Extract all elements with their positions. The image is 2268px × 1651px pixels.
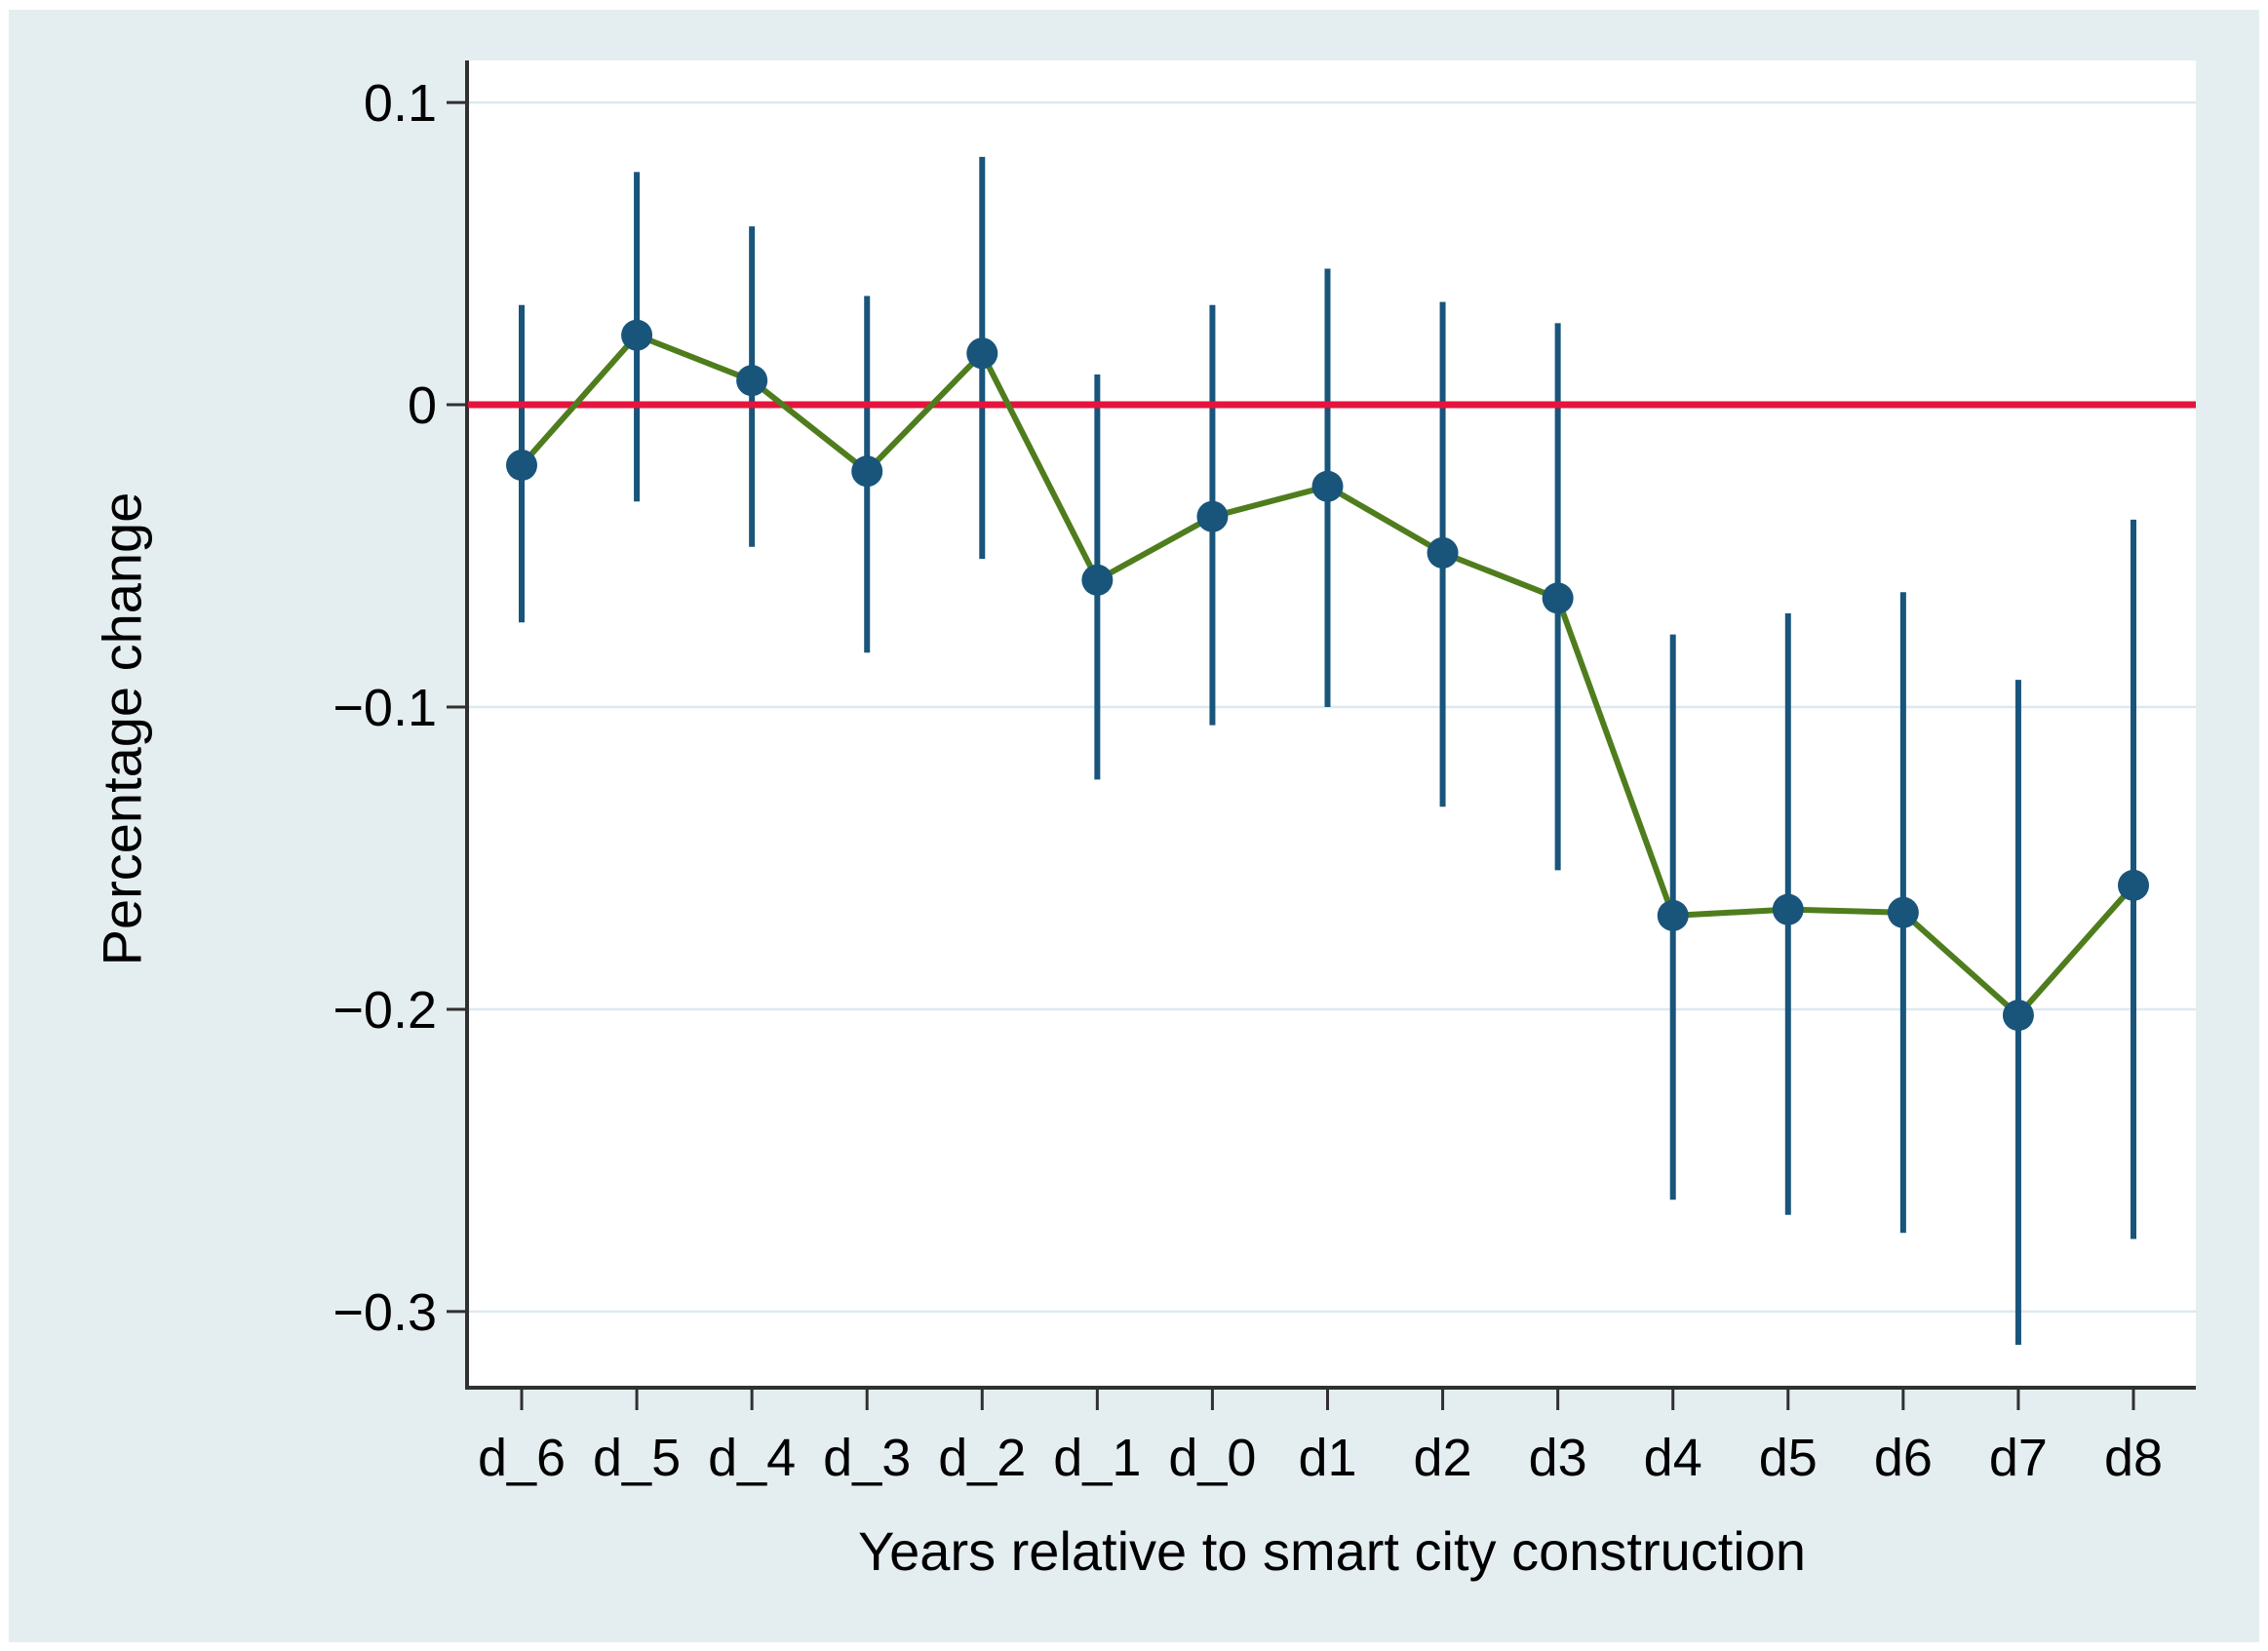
x-tick-label: d_6 xyxy=(478,1429,566,1487)
y-tick-label: −0.3 xyxy=(332,1283,437,1342)
x-tick-label: d_3 xyxy=(823,1429,911,1487)
data-point-d7 xyxy=(2002,1000,2034,1032)
data-point-d5 xyxy=(1772,893,1804,925)
x-tick-label: d3 xyxy=(1529,1429,1587,1487)
data-point-d3 xyxy=(1542,582,1574,614)
x-tick-label: d2 xyxy=(1414,1429,1472,1487)
y-tick-label: −0.2 xyxy=(332,981,437,1040)
data-point-d6 xyxy=(1887,896,1919,928)
data-point-d_5 xyxy=(621,319,653,351)
data-point-d8 xyxy=(2118,869,2149,901)
data-point-d_0 xyxy=(1196,500,1229,532)
data-point-d_2 xyxy=(966,337,998,370)
data-point-d2 xyxy=(1427,536,1459,569)
data-point-d_4 xyxy=(736,365,768,397)
y-tick-label: 0.1 xyxy=(364,74,437,133)
x-axis-title: Years relative to smart city constructio… xyxy=(857,1520,1807,1582)
y-tick-label: −0.1 xyxy=(332,679,437,737)
x-tick-label: d5 xyxy=(1759,1429,1818,1487)
x-tick-label: d_0 xyxy=(1168,1429,1256,1487)
x-tick-label: d6 xyxy=(1874,1429,1933,1487)
x-tick-label: d_2 xyxy=(938,1429,1026,1487)
plot-area xyxy=(468,60,2196,1388)
x-tick-label: d_1 xyxy=(1053,1429,1141,1487)
x-tick-label: d7 xyxy=(1989,1429,2048,1487)
data-point-d_1 xyxy=(1081,564,1114,596)
data-point-d_6 xyxy=(506,450,537,482)
y-axis-title: Percentage change xyxy=(91,491,153,966)
x-tick-label: d_4 xyxy=(708,1429,796,1487)
data-point-d_3 xyxy=(851,455,883,488)
x-tick-label: d1 xyxy=(1298,1429,1356,1487)
x-tick-label: d4 xyxy=(1644,1429,1702,1487)
data-point-d4 xyxy=(1657,899,1689,931)
x-tick-label: d_5 xyxy=(593,1429,681,1487)
data-point-d1 xyxy=(1311,470,1344,502)
x-tick-label: d8 xyxy=(2104,1429,2163,1487)
y-tick-label: 0 xyxy=(408,376,437,435)
